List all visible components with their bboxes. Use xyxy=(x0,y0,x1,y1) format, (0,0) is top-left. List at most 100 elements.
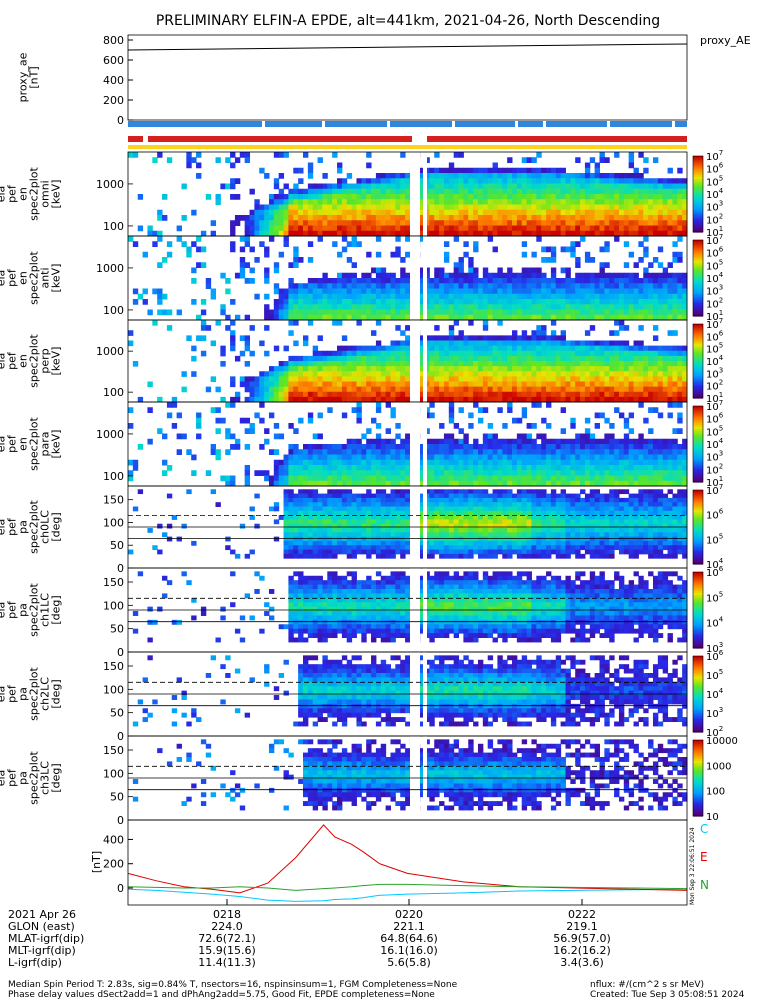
en_spec2plot_perp-cell xyxy=(395,345,401,352)
en_spec2plot_omni-cell xyxy=(196,173,202,179)
en_spec2plot_perp-cell xyxy=(273,366,280,372)
en_spec2plot_perp-cell xyxy=(521,361,528,367)
en_spec2plot_omni-cell xyxy=(317,225,323,232)
en_spec2plot_omni-cell xyxy=(565,183,571,190)
en_spec2plot_anti-cell xyxy=(536,314,542,321)
en_spec2plot_perp-cell xyxy=(497,376,503,382)
en_spec2plot_anti-cell xyxy=(550,309,557,316)
en_spec2plot_para-cell xyxy=(487,465,494,471)
en_spec2plot_perp-cell xyxy=(385,345,391,352)
en_spec2plot_perp-cell xyxy=(541,396,547,403)
en_spec2plot_omni-cell xyxy=(497,167,503,174)
en_spec2plot_perp-cell xyxy=(570,371,576,377)
en_spec2plot_para-cell xyxy=(346,449,353,455)
en_spec2plot_omni-cell xyxy=(609,194,615,200)
en_spec2plot_anti-cell xyxy=(448,288,455,295)
en_spec2plot_omni-cell xyxy=(443,167,450,174)
en_spec2plot_anti-cell xyxy=(482,293,489,300)
en_spec2plot_para-cell xyxy=(327,459,333,466)
en_spec2plot_anti-cell xyxy=(560,293,566,300)
en_spec2plot_perp-cell xyxy=(512,376,518,382)
en_spec2plot_anti-cell xyxy=(157,309,163,316)
en_spec2plot_perp-cell xyxy=(259,386,265,393)
en_spec2plot_perp-cell xyxy=(419,361,426,367)
en_spec2plot_omni-cell xyxy=(429,225,435,232)
en_spec2plot_anti-cell xyxy=(371,299,377,305)
en_spec2plot_perp-cell xyxy=(502,391,508,398)
en_spec2plot_perp-cell xyxy=(614,371,620,377)
en_spec2plot_anti-colorbar-swatch xyxy=(693,297,703,300)
en_spec2plot_para-cell xyxy=(346,459,353,466)
en_spec2plot_para-cell xyxy=(366,428,372,434)
en_spec2plot_anti-cell xyxy=(657,272,664,279)
en_spec2plot_omni-cell xyxy=(439,178,445,184)
en_spec2plot_para-cell xyxy=(526,433,532,440)
en_spec2plot_para-cell xyxy=(618,480,625,487)
en_spec2plot_para-cell xyxy=(317,470,323,476)
en_spec2plot_omni-cell xyxy=(657,194,664,200)
en_spec2plot_perp-cell xyxy=(550,350,557,357)
en_spec2plot_perp-cell xyxy=(400,391,406,398)
pa_spec2plot_ch0LC-cell xyxy=(443,528,450,533)
en_spec2plot_omni-cell xyxy=(507,167,513,174)
en_spec2plot_omni-cell xyxy=(380,194,387,200)
fgm-coverage-segment xyxy=(325,121,387,127)
en_spec2plot_perp-cell xyxy=(468,361,474,367)
en_spec2plot_para-cell xyxy=(541,449,547,455)
pa_spec2plot_ch0LC-cell xyxy=(424,497,430,503)
en_spec2plot_omni-cell xyxy=(512,173,518,179)
en_spec2plot_anti-cell xyxy=(448,304,455,310)
pa_spec2plot_ch0LC-cell xyxy=(380,519,387,525)
en_spec2plot_omni-cell xyxy=(531,194,537,200)
en_spec2plot_anti-cell xyxy=(419,283,426,289)
en_spec2plot_perp-cell xyxy=(317,371,323,377)
en_spec2plot_anti-cell xyxy=(307,288,314,295)
en_spec2plot_omni-cell xyxy=(268,204,275,211)
en_spec2plot_para-cell xyxy=(293,465,299,471)
en_spec2plot_anti-colorbar-swatch xyxy=(693,243,703,247)
en_spec2plot_anti-cell xyxy=(638,304,644,310)
en_spec2plot_para-cell xyxy=(419,480,426,487)
en_spec2plot_omni-cell xyxy=(264,209,270,216)
pa_spec2plot_ch0LC-cell xyxy=(302,553,309,559)
en_spec2plot_perp-cell xyxy=(419,381,426,388)
en_spec2plot_perp-cell xyxy=(341,376,348,382)
en_spec2plot_perp-cell xyxy=(580,381,586,388)
en_spec2plot_perp-cell xyxy=(550,345,557,352)
en_spec2plot_anti-cell xyxy=(356,241,362,247)
en_spec2plot_perp-cell xyxy=(497,340,503,347)
en_spec2plot_perp-cell xyxy=(268,396,275,403)
en_spec2plot_anti-cell xyxy=(288,304,294,310)
en_spec2plot_perp-cell xyxy=(667,396,673,403)
pa_spec2plot_ch0LC-cell xyxy=(390,515,396,520)
en_spec2plot_perp-cell xyxy=(356,345,362,352)
pa_spec2plot_ch0LC-cell xyxy=(337,519,343,525)
en_spec2plot_omni-cell xyxy=(356,209,362,216)
en_spec2plot_omni-cell xyxy=(677,209,683,216)
en_spec2plot_para-cell xyxy=(429,459,435,466)
en_spec2plot_anti-cell xyxy=(346,257,353,263)
en_spec2plot_anti-cell xyxy=(594,299,601,305)
en_spec2plot_perp-cell xyxy=(677,355,683,362)
en_spec2plot_omni-cell xyxy=(332,183,338,190)
en_spec2plot_para-cell xyxy=(477,454,484,461)
en_spec2plot_omni-cell xyxy=(550,194,557,200)
en_spec2plot_para-colorbar-swatch xyxy=(693,453,703,456)
en_spec2plot_anti-cell xyxy=(162,293,168,300)
en_spec2plot_omni-cell xyxy=(273,225,280,232)
en_spec2plot_para-cell xyxy=(667,470,673,476)
en_spec2plot_omni-cell xyxy=(317,209,323,216)
en_spec2plot_anti-cell xyxy=(570,309,576,316)
en_spec2plot_anti-cell xyxy=(453,272,460,279)
en_spec2plot_anti-cell xyxy=(463,314,469,321)
en_spec2plot_anti-cell xyxy=(628,251,635,258)
en_spec2plot_perp-cell xyxy=(302,361,309,367)
en_spec2plot_anti-cell xyxy=(662,278,669,284)
en_spec2plot_anti-cell xyxy=(643,314,649,321)
pa_spec2plot_ch0LC-cell xyxy=(429,493,435,499)
en_spec2plot_para-cell xyxy=(536,459,542,466)
pa_spec2plot_ch0LC-cell xyxy=(361,545,367,551)
en_spec2plot_para-cell xyxy=(341,465,348,471)
en_spec2plot_perp-cell xyxy=(463,345,469,352)
en_spec2plot_omni-cell xyxy=(638,188,644,195)
